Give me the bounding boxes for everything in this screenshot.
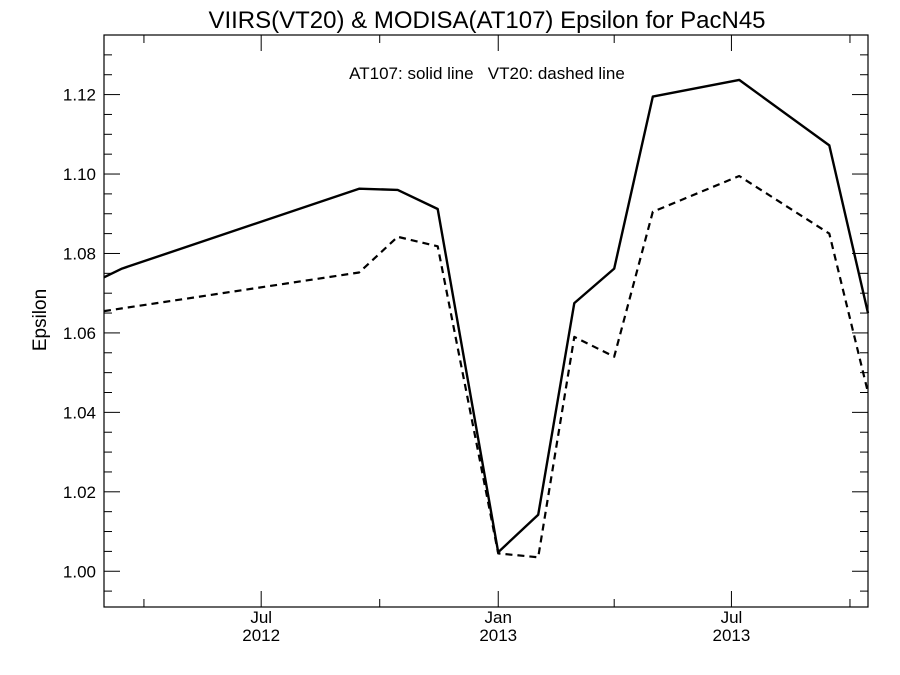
plot-frame bbox=[103, 34, 869, 608]
x-tick-label: Jul bbox=[250, 608, 272, 627]
y-tick-label: 1.12 bbox=[63, 86, 96, 105]
x-tick-label: Jan bbox=[485, 608, 512, 627]
x-tick-label: Jul bbox=[721, 608, 743, 627]
x-tick-year: 2013 bbox=[479, 626, 517, 645]
y-tick-label: 1.02 bbox=[63, 483, 96, 502]
line-style-annotation: AT107: solid line VT20: dashed line bbox=[349, 64, 625, 83]
y-tick-label: 1.00 bbox=[63, 562, 96, 581]
series-group bbox=[103, 78, 870, 559]
x-tick-year: 2013 bbox=[713, 626, 751, 645]
y-tick-label: 1.08 bbox=[63, 244, 96, 263]
axis-ticks: 1.001.021.041.061.081.101.12Jul2012Jan20… bbox=[63, 34, 868, 645]
y-tick-label: 1.04 bbox=[63, 403, 96, 422]
series-line-at107 bbox=[103, 78, 870, 554]
y-tick-label: 1.06 bbox=[63, 324, 96, 343]
series-line-vt20 bbox=[103, 174, 870, 559]
y-axis-label: Epsilon bbox=[30, 289, 51, 351]
y-tick-label: 1.10 bbox=[63, 165, 96, 184]
chart-title: VIIRS(VT20) & MODISA(AT107) Epsilon for … bbox=[208, 7, 765, 34]
x-tick-year: 2012 bbox=[242, 626, 280, 645]
